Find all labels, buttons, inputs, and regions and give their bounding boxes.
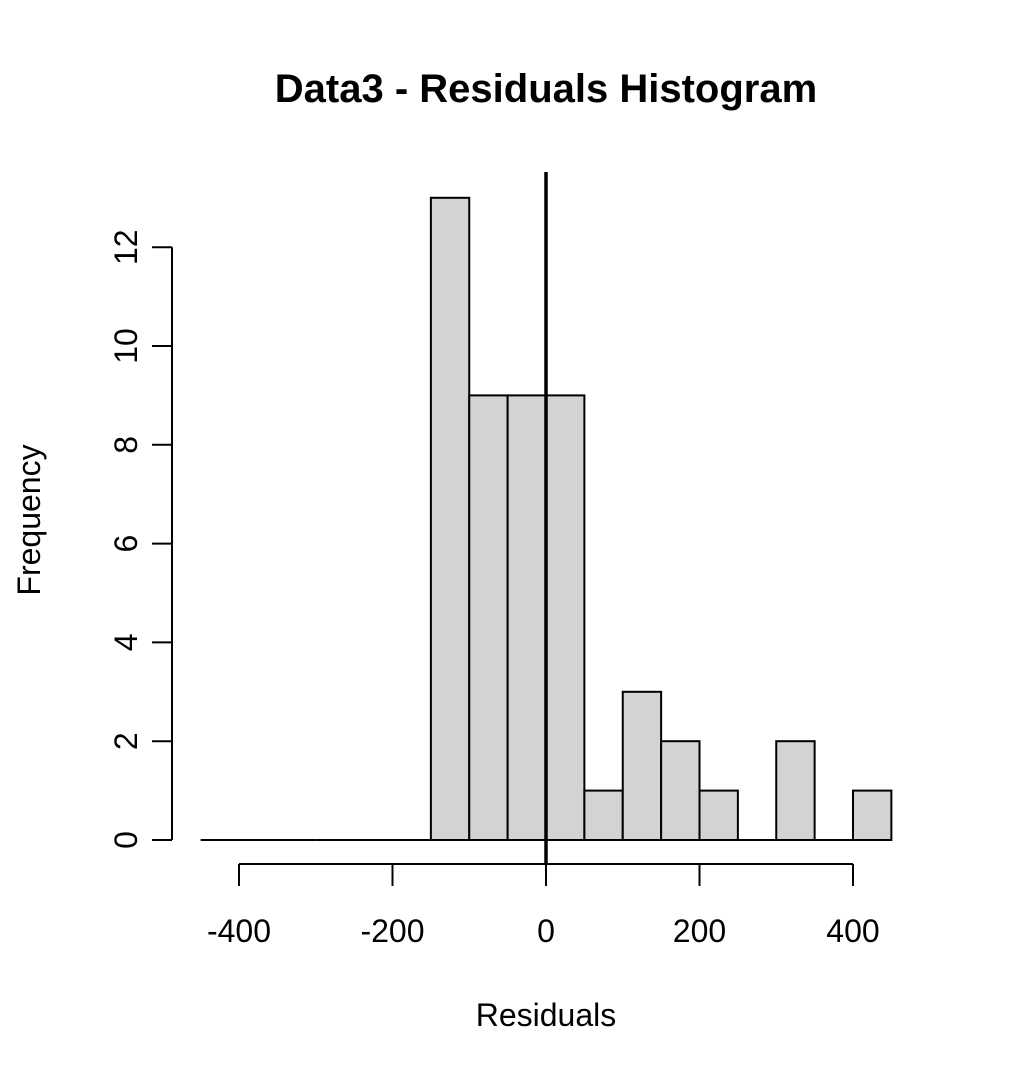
x-tick-label: -200 [360,913,424,949]
histogram-bar [583,789,624,841]
y-tick-label: 4 [108,634,144,652]
histogram-bar [545,394,586,841]
histogram-bar [660,740,701,842]
x-tick-label: -400 [207,913,271,949]
histogram-bar [698,789,739,841]
y-tick-label: 12 [108,229,144,265]
x-tick-label: 400 [826,913,879,949]
chart-title: Data3 - Residuals Histogram [275,67,817,111]
x-tick-label: 200 [673,913,726,949]
histogram-bar [429,196,471,842]
y-tick-label: 10 [108,328,144,364]
y-tick-label: 8 [108,436,144,454]
histogram-bar [468,394,509,841]
y-tick-label: 6 [108,535,144,553]
histogram-bar [775,740,816,842]
y-tick-label: 0 [108,831,144,849]
histogram-bar [621,690,663,841]
x-axis-label: Residuals [476,997,617,1033]
y-axis-label: Frequency [11,444,47,595]
histogram-bar [506,394,547,841]
bars-group [200,196,893,842]
y-axis: 0 2 4 6 8 10 12 [108,229,173,849]
y-tick-label: 2 [108,732,144,750]
histogram-bar [852,789,893,841]
x-tick-label: 0 [537,913,555,949]
x-axis: -400 -200 0 200 400 [207,863,880,949]
